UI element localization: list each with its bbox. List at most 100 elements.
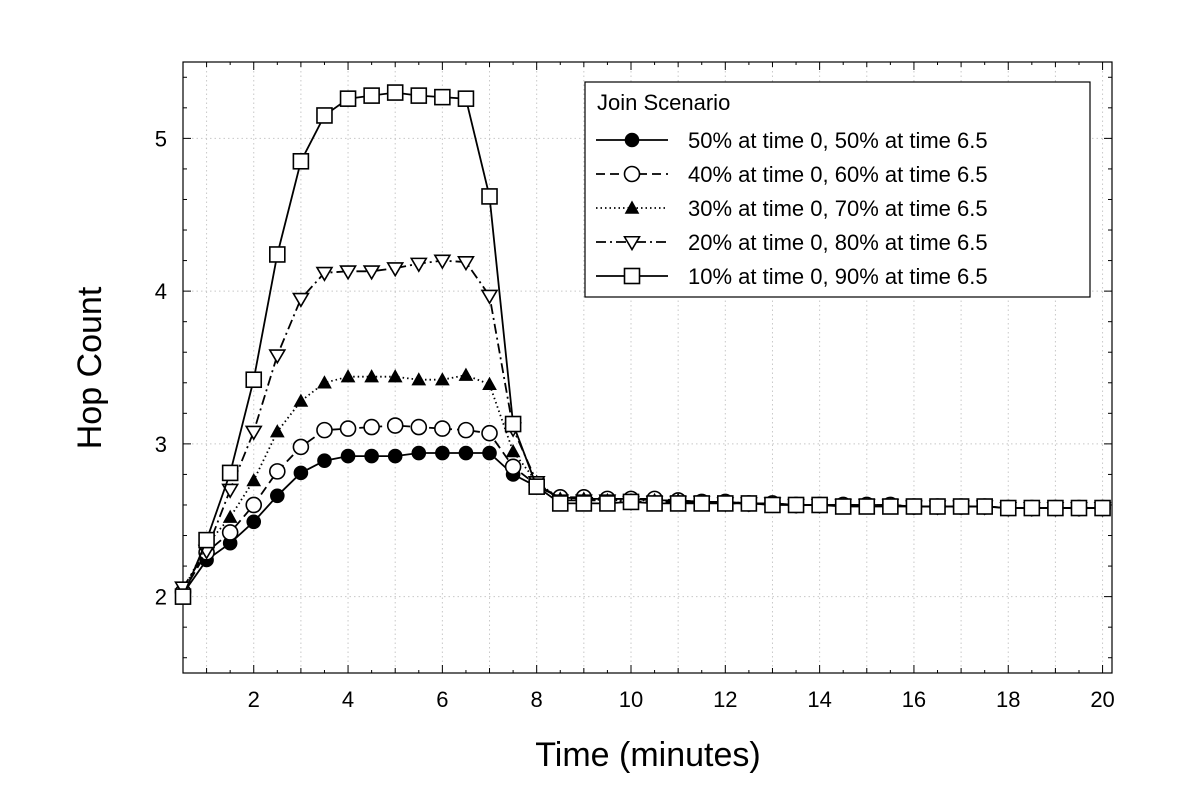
data-point xyxy=(905,498,923,515)
data-point xyxy=(292,152,310,170)
data-point xyxy=(457,421,475,439)
series-5 xyxy=(174,84,1111,605)
data-point xyxy=(787,496,805,514)
legend: Join Scenario 50% at time 0, 50% at time… xyxy=(584,81,1091,298)
data-point xyxy=(435,445,450,461)
data-point xyxy=(481,188,498,205)
data-point xyxy=(480,289,499,305)
data-point xyxy=(244,425,263,441)
x-tick-label: 12 xyxy=(713,687,737,712)
data-point xyxy=(575,495,593,512)
data-point xyxy=(1094,499,1111,517)
axis-ticks xyxy=(183,62,1112,673)
legend-title: Join Scenario xyxy=(597,90,730,115)
legend-label: 10% at time 0, 90% at time 6.5 xyxy=(688,264,988,289)
data-point xyxy=(315,266,334,282)
y-tick-label: 2 xyxy=(155,585,167,610)
x-tick-label: 8 xyxy=(531,687,543,712)
x-tick-label: 14 xyxy=(807,687,831,712)
x-tick-label: 6 xyxy=(436,687,448,712)
data-point xyxy=(1023,499,1041,517)
series-3 xyxy=(175,367,1110,597)
data-point xyxy=(269,246,286,263)
data-point xyxy=(339,265,357,281)
legend-marker xyxy=(624,132,640,148)
data-point xyxy=(693,495,711,512)
legend-entry-5: 10% at time 0, 90% at time 6.5 xyxy=(596,264,988,289)
data-point xyxy=(433,254,452,270)
data-point xyxy=(270,488,285,504)
data-point xyxy=(317,453,332,468)
data-point xyxy=(622,493,640,511)
series-2 xyxy=(174,417,1111,601)
data-point xyxy=(528,478,545,495)
data-point xyxy=(551,495,569,512)
data-point xyxy=(339,420,357,437)
data-point xyxy=(858,498,876,515)
data-point xyxy=(834,498,852,515)
data-point xyxy=(316,107,333,124)
data-point xyxy=(339,90,357,107)
data-point xyxy=(386,84,404,101)
data-point xyxy=(387,369,403,383)
data-point xyxy=(434,88,451,106)
data-point xyxy=(221,524,239,541)
legend-entries: 50% at time 0, 50% at time 6.5 40% at tim… xyxy=(596,128,988,289)
series-1 xyxy=(175,445,1110,601)
legend-marker xyxy=(623,165,641,183)
data-point xyxy=(504,415,522,433)
data-point xyxy=(457,256,475,272)
data-point xyxy=(292,438,310,456)
data-point xyxy=(409,257,428,273)
data-point xyxy=(646,495,663,512)
series-4 xyxy=(174,254,1112,597)
plot-frame xyxy=(182,61,1113,674)
legend-label: 30% at time 0, 70% at time 6.5 xyxy=(688,196,988,221)
data-point xyxy=(340,448,356,464)
data-point xyxy=(245,496,263,514)
data-point xyxy=(1070,499,1088,517)
data-point xyxy=(246,514,262,530)
data-point xyxy=(268,349,287,365)
series-line xyxy=(182,91,1103,597)
legend-label: 50% at time 0, 50% at time 6.5 xyxy=(688,128,988,153)
data-point xyxy=(764,496,781,514)
data-point xyxy=(340,369,356,383)
data-point xyxy=(929,498,946,515)
data-point xyxy=(740,495,758,512)
data-point xyxy=(410,87,428,104)
data-point xyxy=(221,464,239,482)
data-point xyxy=(293,465,309,481)
data-point xyxy=(363,87,380,104)
data-point xyxy=(221,483,240,499)
data-point xyxy=(386,417,404,434)
x-axis-title: Time (minutes) xyxy=(535,736,760,774)
data-point xyxy=(387,448,403,464)
data-point xyxy=(482,376,497,391)
legend-entry-1: 50% at time 0, 50% at time 6.5 xyxy=(596,128,988,153)
data-point xyxy=(316,421,333,439)
data-point xyxy=(362,265,381,281)
data-point xyxy=(364,369,379,383)
data-point xyxy=(482,445,497,461)
data-point xyxy=(269,463,286,480)
legend-box xyxy=(584,81,1091,298)
data-point xyxy=(410,418,428,436)
data-point xyxy=(811,496,828,514)
y-tick-label: 3 xyxy=(155,432,167,457)
legend-label: 40% at time 0, 60% at time 6.5 xyxy=(688,162,988,187)
series-line xyxy=(182,452,1103,595)
data-point xyxy=(411,445,427,461)
data-point xyxy=(435,372,450,386)
data-point xyxy=(198,531,215,549)
x-tick-label: 20 xyxy=(1090,687,1114,712)
x-tick-label: 18 xyxy=(996,687,1020,712)
data-point xyxy=(317,375,332,389)
data-point xyxy=(246,473,262,487)
data-point xyxy=(599,495,616,512)
data-point xyxy=(364,448,379,464)
data-point xyxy=(293,393,309,407)
y-axis-title: Hop Count xyxy=(71,286,109,449)
data-point xyxy=(458,445,474,461)
